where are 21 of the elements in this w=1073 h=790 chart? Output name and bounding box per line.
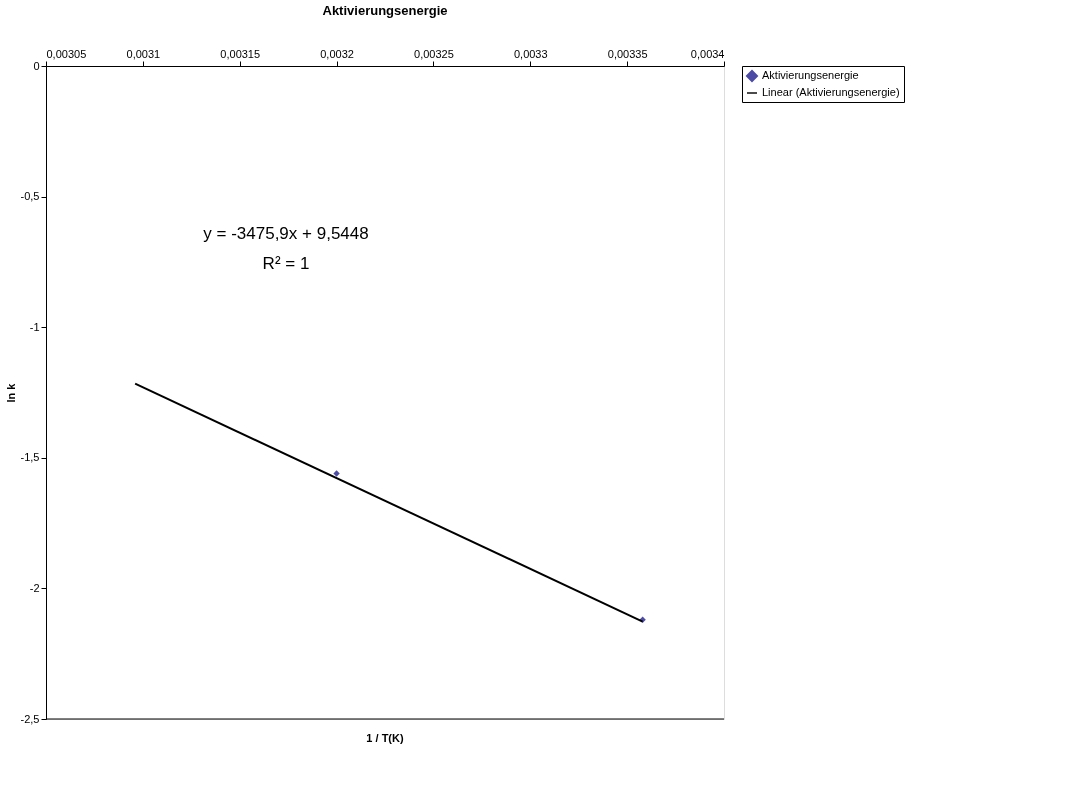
x-tick-label: 0,0034	[690, 47, 725, 60]
y-tick-label: -2,5	[20, 712, 40, 725]
x-tick-label: 0,0033	[513, 47, 548, 60]
x-tick-label: 0,00325	[414, 47, 454, 60]
y-tick-label: 0	[33, 59, 40, 72]
annotation: R² = 1	[262, 254, 310, 273]
x-tick-label: 0,0032	[320, 47, 354, 60]
x-tick-label: 0,00305	[46, 47, 87, 60]
annotation: y = -3475,9x + 9,5448	[203, 224, 369, 243]
legend-label: Linear (Aktivierungsenergie)	[762, 86, 900, 98]
x-tick-label: 0,00315	[220, 47, 261, 60]
legend-label: Aktivierungsenergie	[762, 69, 859, 81]
x-tick-label: 0,0031	[126, 47, 161, 60]
y-tick-label: -1,5	[20, 451, 40, 464]
chart-title: Aktivierungsenergie	[322, 3, 448, 18]
y-axis-title: ln k	[4, 382, 17, 403]
y-tick-label: -1	[29, 320, 40, 333]
x-tick-label: 0,00335	[607, 47, 648, 60]
y-tick-label: -0,5	[20, 190, 40, 203]
x-axis-title: 1 / T(K)	[366, 732, 404, 744]
y-tick-label: -2	[29, 581, 40, 594]
